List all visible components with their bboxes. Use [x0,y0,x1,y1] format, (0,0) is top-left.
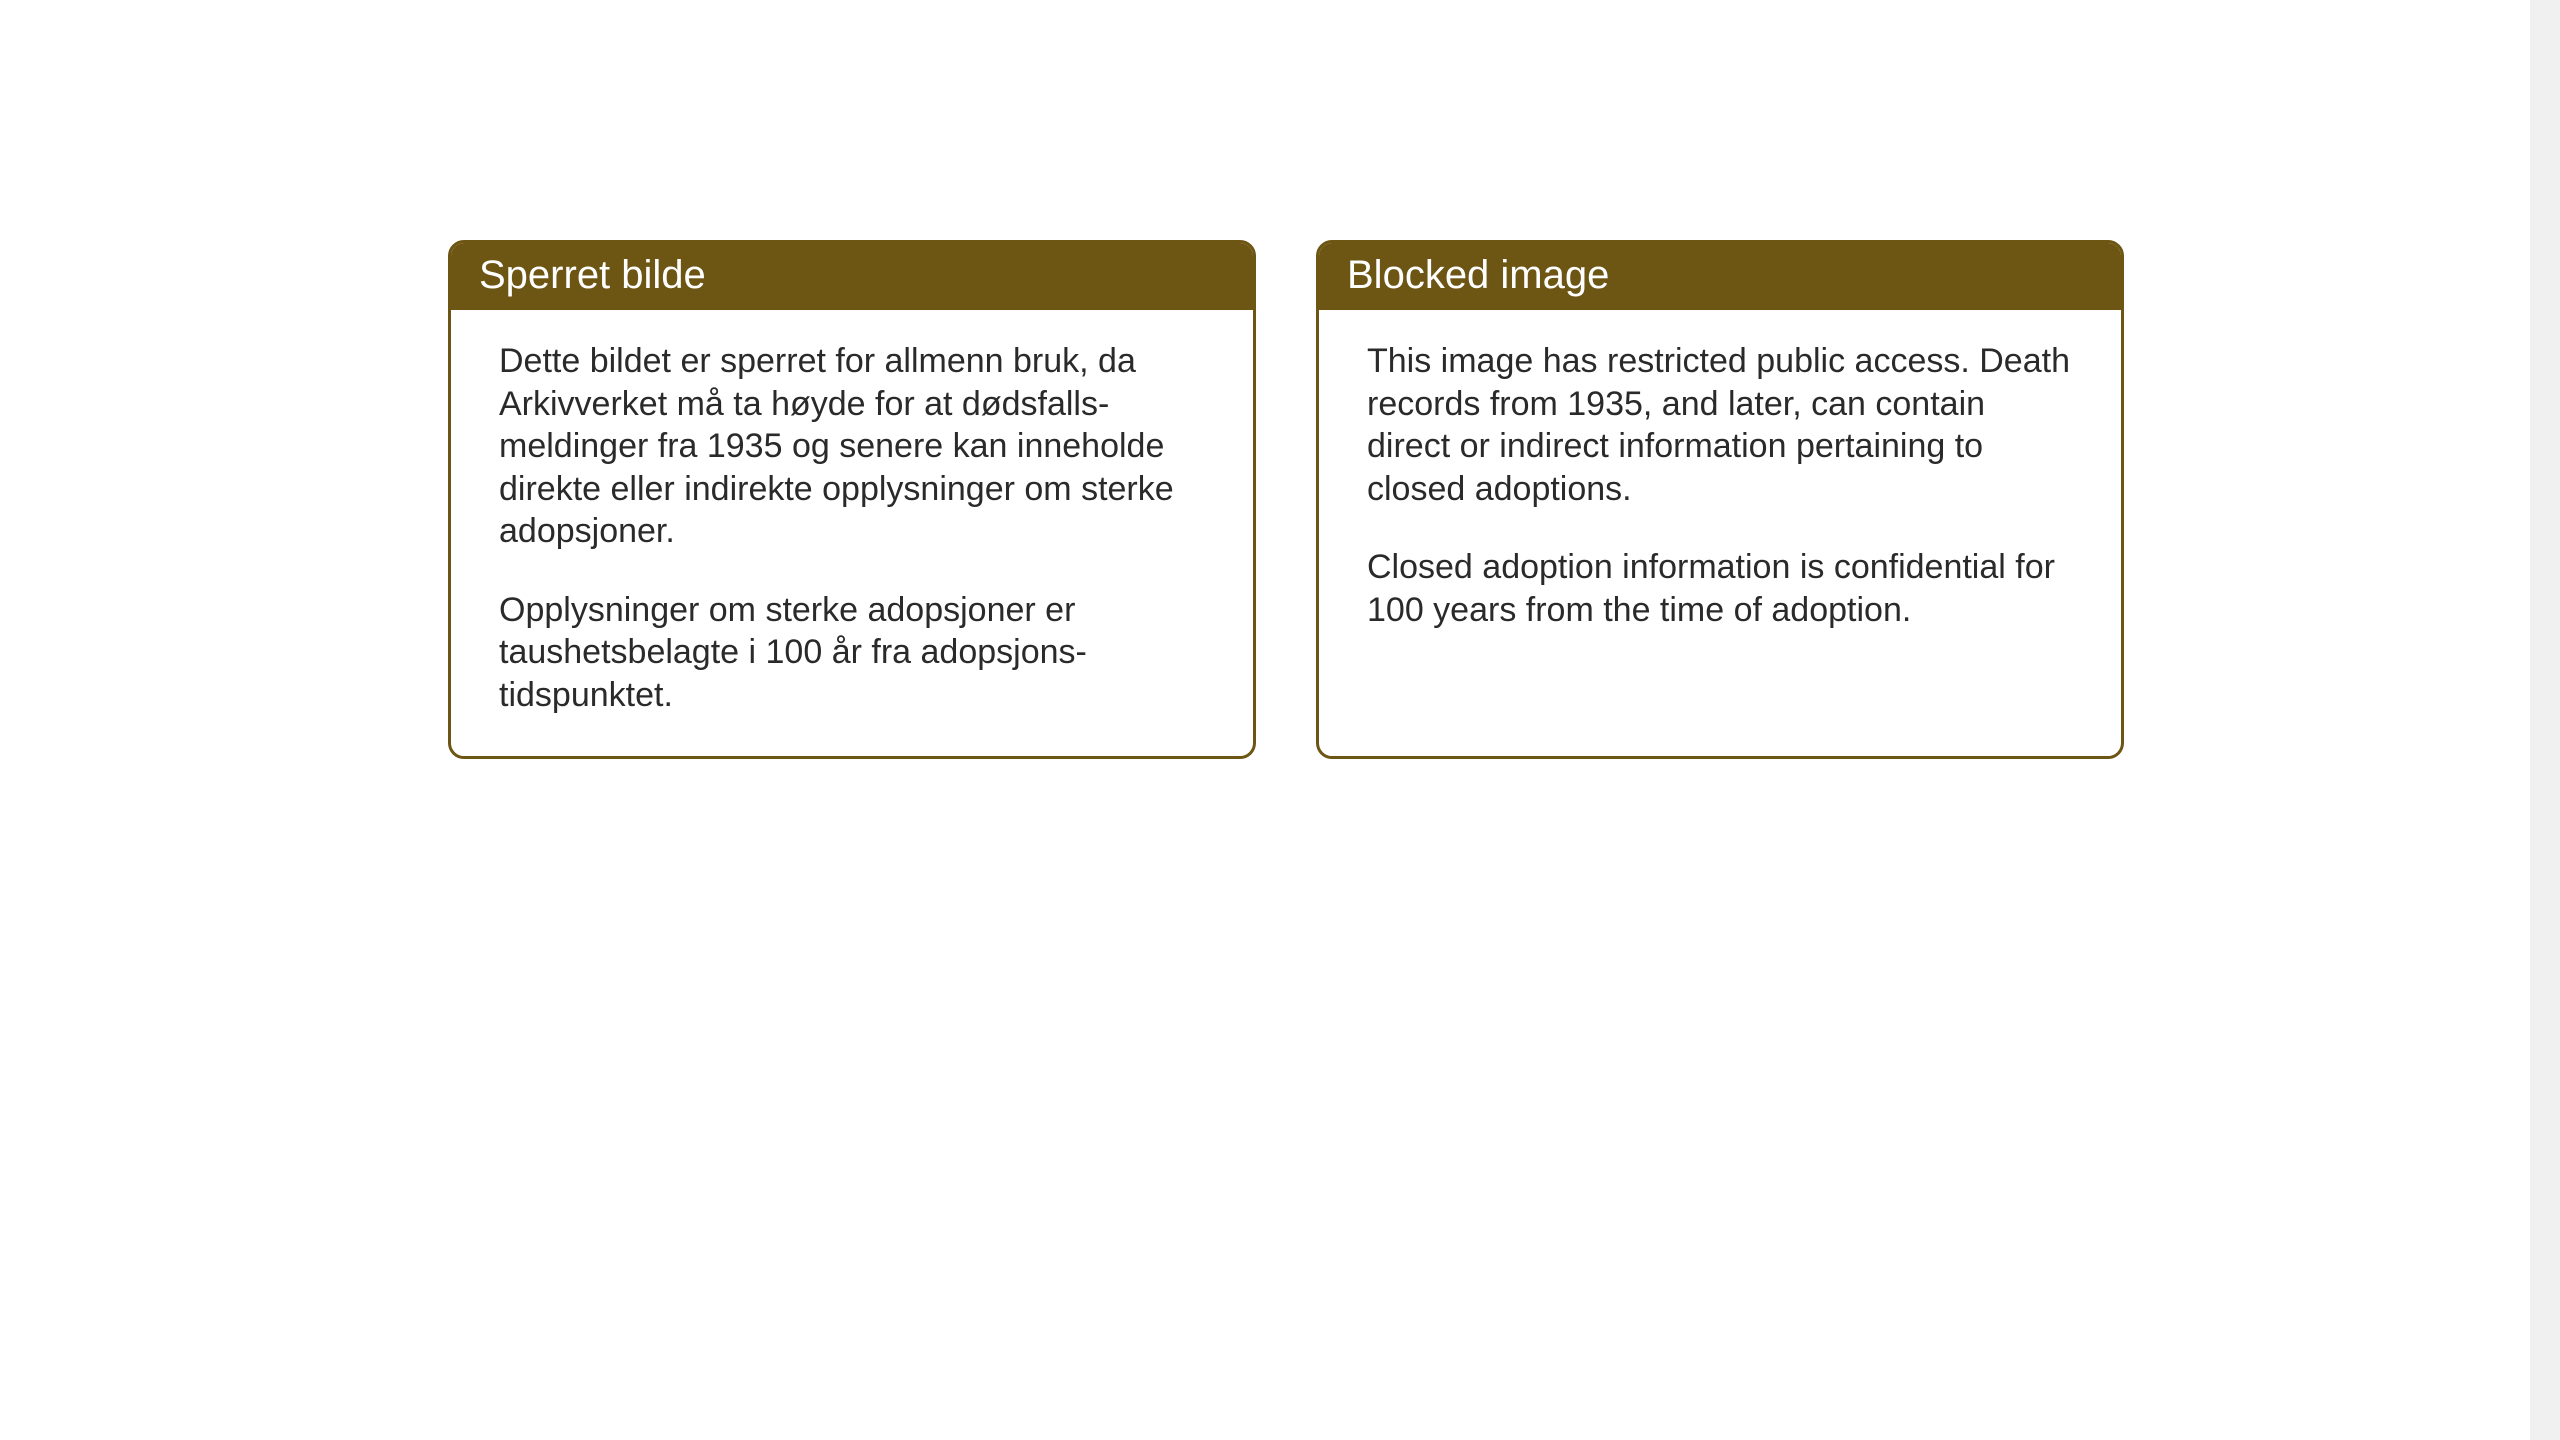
card-header-norwegian: Sperret bilde [451,243,1253,310]
card-body-norwegian: Dette bildet er sperret for allmenn bruk… [451,310,1253,756]
card-paragraph: Closed adoption information is confident… [1367,546,2073,631]
card-header-english: Blocked image [1319,243,2121,310]
card-paragraph: This image has restricted public access.… [1367,340,2073,510]
card-norwegian: Sperret bilde Dette bildet er sperret fo… [448,240,1256,759]
card-title: Blocked image [1347,253,1609,297]
scrollbar-track[interactable] [2530,0,2560,1440]
card-paragraph: Opplysninger om sterke adopsjoner er tau… [499,589,1205,717]
card-english: Blocked image This image has restricted … [1316,240,2124,759]
card-body-english: This image has restricted public access.… [1319,310,2121,752]
card-paragraph: Dette bildet er sperret for allmenn bruk… [499,340,1205,553]
card-title: Sperret bilde [479,253,706,297]
cards-container: Sperret bilde Dette bildet er sperret fo… [0,0,2560,759]
